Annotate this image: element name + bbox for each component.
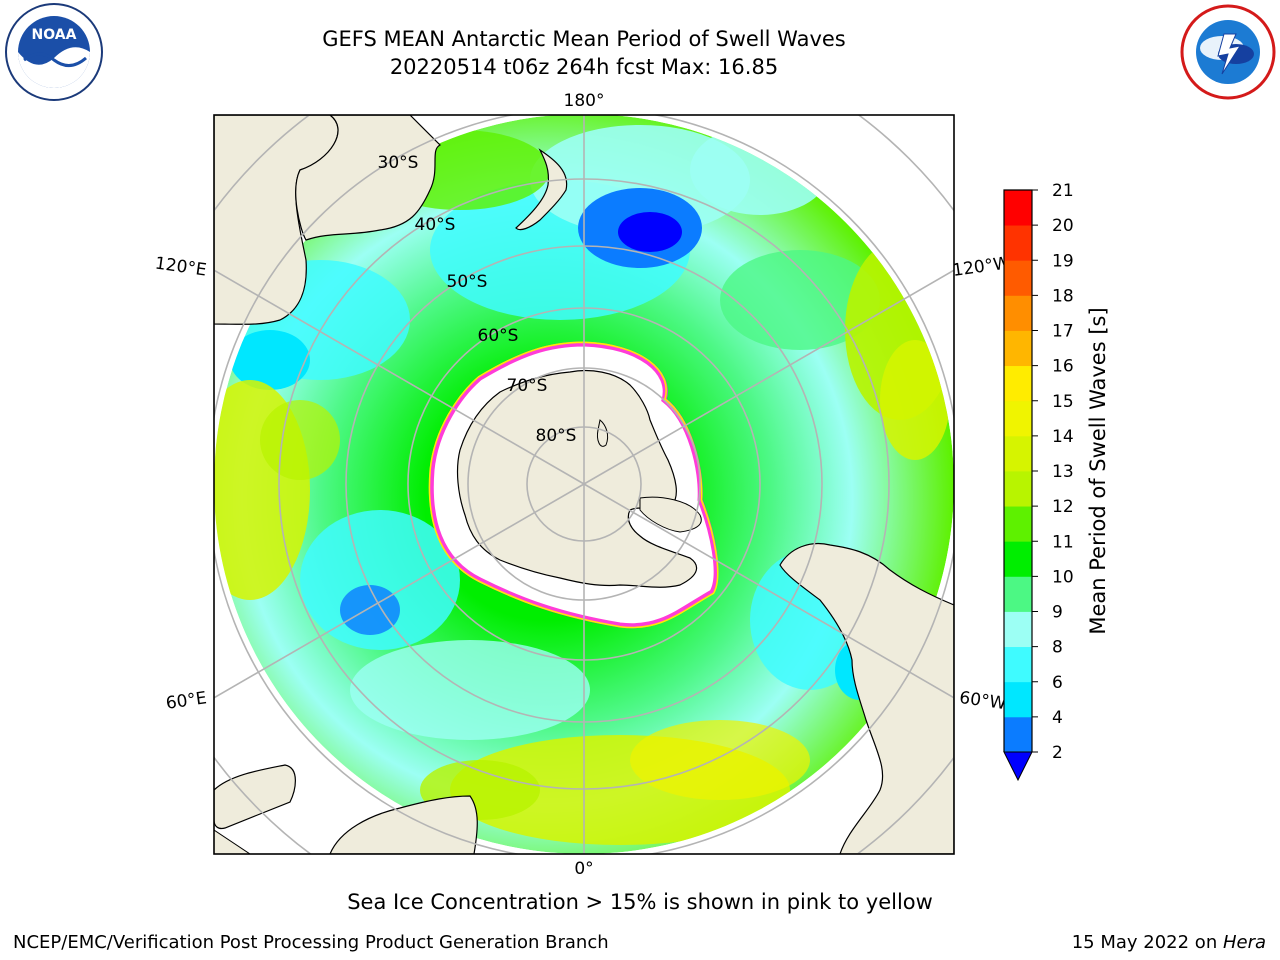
colorbar-tick-label: 18 [1052,286,1074,306]
lat-label-80s: 80°S [536,426,577,446]
colorbar-segment [1004,506,1032,542]
lon-label-180: 180° [564,91,605,111]
footer-date: 15 May 2022 on Hera [1072,932,1266,953]
lon-label-60e: 60°E [165,688,208,713]
colorbar-segment [1004,435,1032,472]
colorbar-tick-label: 11 [1052,532,1074,552]
colorbar-segment [1004,295,1032,331]
madagascar-landmass [214,764,296,830]
colorbar-tick-label: 2 [1052,743,1063,763]
lon-label-60w: 60°W [958,688,1007,714]
colorbar-tick-label: 8 [1052,638,1063,658]
lon-label-0: 0° [574,859,593,879]
lon-label-120w: 120°W [951,253,1011,281]
colorbar-segment [1004,541,1032,577]
lat-label-70s: 70°S [507,376,548,396]
colorbar-segment [1004,190,1032,226]
sea-ice-caption: Sea Ice Concentration > 15% is shown in … [347,890,933,914]
colorbar-tick-label: 9 [1052,603,1063,623]
colorbar-tick-label: 13 [1052,462,1074,482]
colorbar-tick-label: 19 [1052,251,1074,271]
footer-date-text: 15 May 2022 on [1071,932,1223,953]
colorbar-tick-label: 15 [1052,392,1074,412]
colorbar-segment [1004,576,1032,612]
colorbar-segment [1004,400,1032,437]
chart-subtitle: 20220514 t06z 264h fcst Max: 16.85 [389,55,779,79]
colorbar-segment [1004,365,1032,402]
antarctica-landmass [456,369,698,588]
footer-organization: NCEP/EMC/Verification Post Processing Pr… [13,932,609,953]
colorbar-tick-label: 10 [1052,567,1074,587]
colorbar-tick-label: 14 [1052,427,1074,447]
colorbar-tick-label: 16 [1052,357,1074,377]
colorbar-tick-label: 4 [1052,708,1063,728]
noaa-logo: NOAA [5,3,103,101]
colorbar-segment [1004,260,1032,296]
colorbar-tick-label: 17 [1052,322,1074,342]
chart-title: GEFS MEAN Antarctic Mean Period of Swell… [322,27,846,51]
continents [214,115,954,854]
nws-logo [1180,4,1276,100]
africa-landmass [329,795,478,854]
colorbar-segment [1004,681,1032,718]
map-frame [213,114,955,855]
footer-machine: Hera [1222,932,1266,953]
colorbar-segment [1004,716,1032,753]
colorbar-tick-label: 20 [1052,216,1074,236]
colorbar: 2 4 6 8 9 10 11 12 13 14 15 16 17 18 19 20 21 [1003,181,1074,782]
lat-label-30s: 30°S [378,153,419,173]
lat-label-40s: 40°S [415,215,456,235]
noaa-logo-text: NOAA [32,27,77,43]
colorbar-tick-label: 21 [1052,181,1074,201]
lat-label-60s: 60°S [478,326,519,346]
colorbar-segment [1004,611,1032,648]
colorbar-tick-label: 6 [1052,673,1063,693]
colorbar-segment [1004,646,1032,683]
lat-label-50s: 50°S [447,272,488,292]
lon-label-120e: 120°E [154,254,208,281]
colorbar-segment [1004,471,1032,507]
colorbar-segment [1004,330,1032,367]
colorbar-label: Mean Period of Swell Waves [s] [1086,307,1110,634]
colorbar-extend-arrow [1003,751,1033,782]
colorbar-segment [1004,225,1032,261]
colorbar-tick-label: 12 [1052,497,1074,517]
